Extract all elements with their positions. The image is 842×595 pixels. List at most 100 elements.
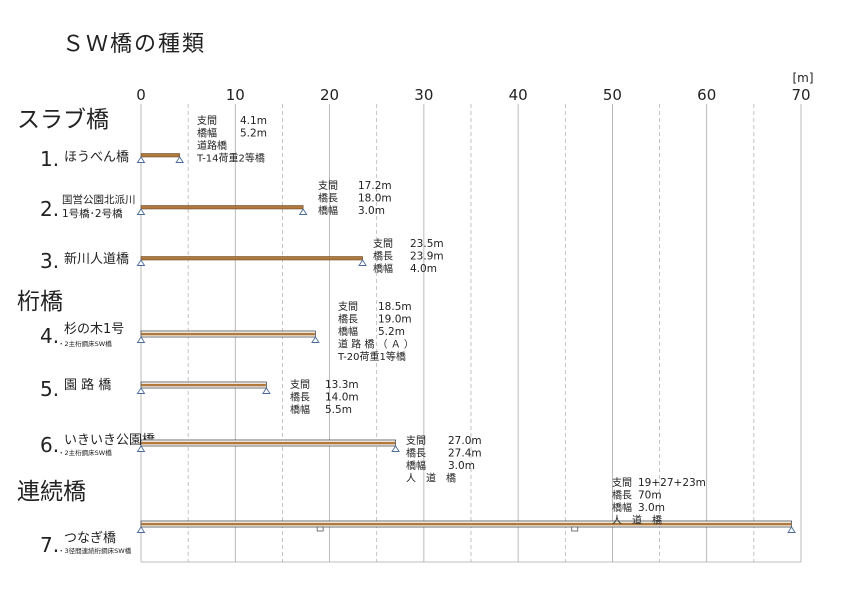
spec-value: 17.2m (358, 180, 392, 192)
bridge-pier (571, 526, 579, 532)
spec-value: 3.0m (358, 205, 385, 217)
axis-tick-label: 20 (320, 86, 339, 104)
bridge-subtype: ・3径間連続桁鋼床SW橋 (58, 546, 132, 555)
bridge-name: 国営公園北派川 (62, 193, 136, 206)
bridge-deck (140, 205, 304, 210)
bridge-deck (140, 153, 180, 158)
spec-label: 支間 (318, 180, 338, 192)
axis-tick-label: 50 (603, 86, 622, 104)
bridge-subtype: ・2主桁鋼床SW橋 (58, 448, 112, 457)
spec-label: T-20荷重1等橋 (337, 350, 406, 363)
spec-label: 橋幅 (318, 204, 338, 217)
bridge-number: 1. (40, 147, 59, 171)
bridge-name: ほうべん橋 (64, 150, 129, 165)
spec-label: 橋幅 (338, 325, 358, 338)
spec-label: 橋幅 (197, 127, 217, 140)
spec-label: 橋長 (290, 391, 310, 404)
bridge-support (136, 156, 146, 163)
bridge-support (787, 526, 796, 533)
spec-value: 5.5m (325, 404, 352, 416)
spec-value: 27.4m (448, 448, 482, 460)
spec-value: 18.0m (358, 193, 392, 205)
bridge-support (391, 445, 400, 452)
bridge-subtype: ・2主桁鋼床SW橋 (58, 339, 112, 348)
spec-value: 27.0m (448, 435, 482, 447)
bridge-number: 5. (40, 377, 59, 401)
bridge-deck (141, 522, 792, 526)
spec-value: 14.0m (325, 392, 359, 404)
spec-value: 3.0m (638, 502, 665, 514)
spec-label: 橋長 (373, 250, 393, 263)
spec-label: 支間 (338, 301, 358, 313)
spec-label: 支間 (373, 238, 393, 250)
spec-label: 支間 (197, 115, 217, 127)
spec-value: 19+27+23m (638, 477, 706, 489)
spec-value: 4.0m (410, 263, 437, 275)
bridge-support (358, 259, 367, 266)
spec-label: T-14荷重2等橋 (196, 152, 265, 165)
axis-tick-label: 40 (509, 86, 528, 104)
spec-value: 23.5m (410, 238, 444, 250)
axis-tick-label: 70 (791, 86, 810, 104)
spec-label: 道 路 橋 （ Ａ ） (338, 338, 414, 351)
spec-value: 13.3m (325, 379, 359, 391)
bridge-support (136, 387, 146, 394)
bridge-name: 園 路 橋 (64, 377, 111, 393)
spec-label: 支間 (406, 435, 426, 447)
spec-label: 人 道 橋 (406, 472, 456, 485)
bridge-support (175, 156, 184, 163)
axis-unit-label: [m] (792, 71, 813, 85)
bridge-deck (140, 256, 363, 261)
spec-label: 支間 (290, 379, 310, 391)
bridge-number: 7. (40, 533, 59, 557)
bridge-name: 杉の木1号 (64, 322, 124, 337)
bridge-deck (141, 441, 396, 445)
spec-label: 橋幅 (290, 403, 310, 416)
category-heading-slab: スラブ橋 (17, 107, 109, 133)
bridge-support (136, 208, 146, 215)
bridge-deck (141, 332, 315, 336)
bridge-number: 2. (40, 197, 59, 221)
axis-tick-label: 30 (414, 86, 433, 104)
axis-tick-label: 0 (136, 86, 146, 104)
bridge-support (136, 259, 146, 266)
bridge-name: 新川人道橋 (64, 251, 129, 267)
spec-label: 橋長 (612, 489, 632, 502)
bridge-pier (316, 526, 324, 532)
category-heading-continuous: 連続橋 (17, 479, 86, 505)
bridge-support (298, 208, 308, 215)
bridge-name: つなぎ橋 (64, 531, 116, 546)
spec-value: 18.5m (378, 301, 412, 313)
bridge-name: 1号橋･2号橋 (62, 207, 123, 220)
spec-value: 3.0m (448, 460, 475, 472)
spec-value: 19.0m (378, 314, 412, 326)
bridge-support (136, 336, 146, 343)
spec-value: 5.2m (378, 326, 405, 338)
bridge-support (262, 387, 271, 394)
bridge-number: 4. (40, 324, 59, 348)
spec-value: 23.9m (410, 251, 444, 263)
spec-label: 橋幅 (373, 262, 393, 275)
bridge-name: いきいき公園橋 (64, 433, 155, 448)
bridge-support (311, 336, 320, 343)
bridge-number: 6. (40, 433, 59, 457)
spec-label: 橋幅 (612, 501, 632, 514)
spec-value: 70m (638, 490, 662, 502)
spec-label: 道路橋 (197, 139, 227, 152)
bridge-number: 3. (40, 249, 59, 273)
axis-tick-label: 10 (226, 86, 245, 104)
spec-label: 橋長 (338, 313, 358, 326)
spec-value: 5.2m (240, 128, 267, 140)
spec-label: 橋長 (318, 192, 338, 205)
spec-label: 橋長 (406, 447, 426, 460)
category-heading-girder: 桁橋 (17, 289, 63, 315)
bridge-deck (141, 383, 266, 387)
bridge-support (136, 445, 146, 452)
bridge-support (136, 526, 146, 533)
spec-label: 橋幅 (406, 459, 426, 472)
axis-tick-label: 60 (697, 86, 716, 104)
spec-label: 人 道 橋 (612, 514, 662, 527)
spec-label: 支間 (612, 477, 632, 489)
